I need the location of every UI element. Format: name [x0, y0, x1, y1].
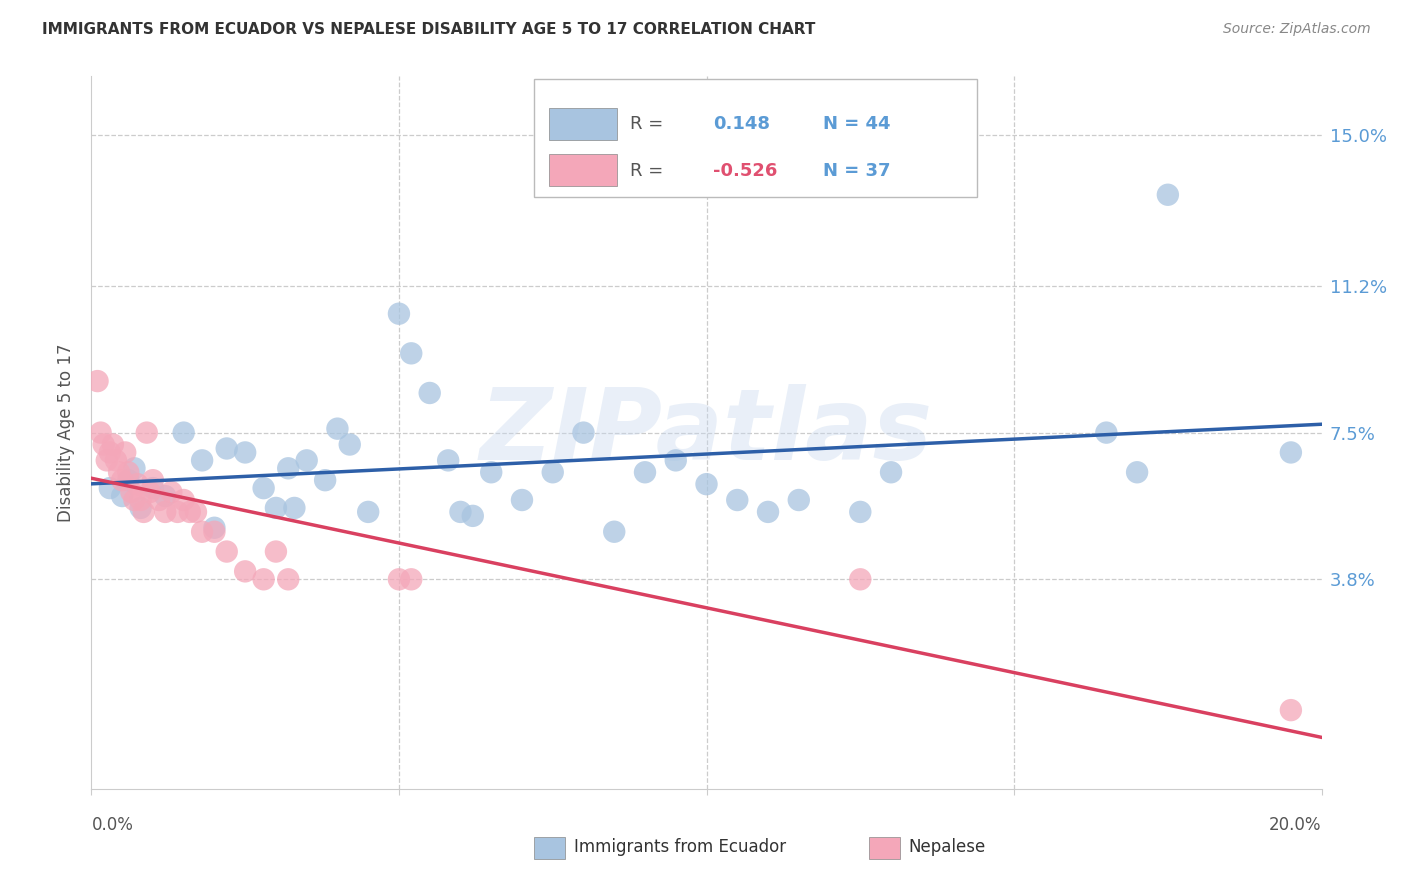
Point — [634, 465, 657, 479]
Y-axis label: Disability Age 5 to 17: Disability Age 5 to 17 — [58, 343, 76, 522]
Point — [191, 453, 214, 467]
Point — [202, 521, 225, 535]
Point — [849, 505, 872, 519]
Point — [756, 505, 779, 519]
Point — [725, 493, 748, 508]
Point — [93, 437, 115, 451]
Point — [479, 465, 502, 479]
Point — [142, 473, 165, 487]
Point — [252, 481, 274, 495]
Point — [1095, 425, 1118, 440]
Point — [264, 544, 287, 558]
Point — [202, 524, 225, 539]
Point — [215, 442, 238, 456]
Point — [166, 505, 188, 519]
FancyBboxPatch shape — [548, 108, 617, 140]
Point — [124, 461, 146, 475]
Point — [90, 425, 112, 440]
Text: Nepalese: Nepalese — [908, 838, 986, 856]
Point — [399, 346, 422, 360]
Point — [98, 481, 121, 495]
Point — [880, 465, 903, 479]
Point — [153, 505, 177, 519]
Point — [283, 500, 305, 515]
FancyBboxPatch shape — [548, 154, 617, 186]
Point — [105, 453, 127, 467]
Text: -0.526: -0.526 — [713, 161, 778, 179]
Point — [114, 445, 136, 459]
Point — [132, 505, 155, 519]
Point — [233, 445, 256, 459]
Point — [135, 425, 157, 440]
Text: Immigrants from Ecuador: Immigrants from Ecuador — [574, 838, 786, 856]
Text: Source: ZipAtlas.com: Source: ZipAtlas.com — [1223, 22, 1371, 37]
Text: ZIPatlas: ZIPatlas — [479, 384, 934, 481]
Point — [1279, 445, 1302, 459]
Point — [124, 493, 146, 508]
Point — [127, 477, 149, 491]
Point — [96, 453, 118, 467]
Point — [148, 493, 170, 508]
Text: 20.0%: 20.0% — [1270, 816, 1322, 834]
Point — [277, 572, 299, 586]
Point — [787, 493, 810, 508]
Point — [665, 453, 688, 467]
Point — [184, 505, 207, 519]
Point — [314, 473, 336, 487]
Point — [295, 453, 318, 467]
Point — [252, 572, 274, 586]
Point — [101, 437, 124, 451]
Point — [437, 453, 460, 467]
Text: 0.148: 0.148 — [713, 115, 769, 133]
Point — [461, 508, 484, 523]
Text: 0.0%: 0.0% — [91, 816, 134, 834]
Point — [1279, 703, 1302, 717]
Point — [326, 422, 349, 436]
Point — [233, 565, 256, 579]
Point — [173, 493, 195, 508]
Point — [541, 465, 564, 479]
Point — [142, 481, 165, 495]
Point — [153, 489, 177, 503]
Point — [572, 425, 595, 440]
Point — [117, 465, 139, 479]
Point — [357, 505, 380, 519]
Point — [129, 493, 152, 508]
Point — [117, 473, 139, 487]
Text: N = 37: N = 37 — [824, 161, 891, 179]
Point — [388, 307, 411, 321]
Point — [277, 461, 299, 475]
Point — [108, 465, 131, 479]
Point — [603, 524, 626, 539]
Text: R =: R = — [630, 115, 664, 133]
Point — [1126, 465, 1149, 479]
Point — [98, 445, 121, 459]
Point — [264, 500, 287, 515]
Text: N = 44: N = 44 — [824, 115, 891, 133]
Point — [111, 473, 134, 487]
Point — [173, 425, 195, 440]
Point — [191, 524, 214, 539]
Text: IMMIGRANTS FROM ECUADOR VS NEPALESE DISABILITY AGE 5 TO 17 CORRELATION CHART: IMMIGRANTS FROM ECUADOR VS NEPALESE DISA… — [42, 22, 815, 37]
Point — [849, 572, 872, 586]
Point — [399, 572, 422, 586]
Point — [339, 437, 361, 451]
Text: R =: R = — [630, 161, 664, 179]
Point — [179, 505, 201, 519]
Point — [510, 493, 533, 508]
Point — [1157, 187, 1180, 202]
Point — [129, 500, 152, 515]
Point — [160, 485, 183, 500]
Point — [111, 489, 134, 503]
Point — [388, 572, 411, 586]
Point — [139, 485, 162, 500]
Point — [215, 544, 238, 558]
Point — [449, 505, 471, 519]
FancyBboxPatch shape — [534, 79, 977, 197]
Point — [419, 386, 441, 401]
Point — [695, 477, 717, 491]
Point — [120, 485, 142, 500]
Point — [86, 374, 108, 388]
